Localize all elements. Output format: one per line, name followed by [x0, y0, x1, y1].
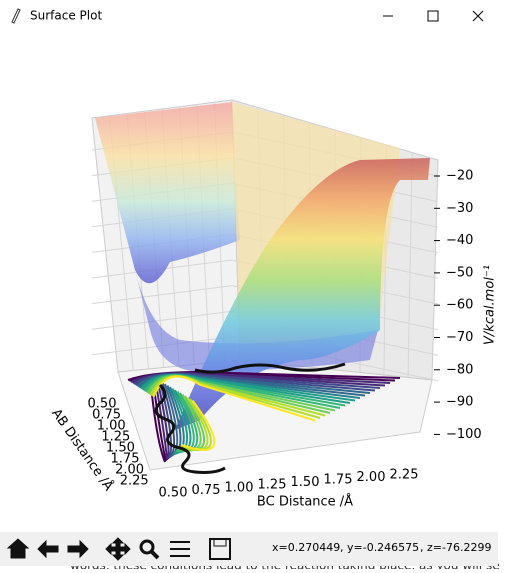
home-button[interactable]: [6, 538, 30, 559]
contour: [156, 379, 170, 460]
status-x: x=0.270449: [272, 541, 340, 554]
back-button[interactable]: [37, 539, 59, 559]
zoom-handle: [149, 549, 160, 560]
z-tick-label: −50: [446, 265, 473, 280]
configure-button[interactable]: [170, 541, 190, 557]
surface-ridge: [175, 158, 430, 430]
pan-button[interactable]: [105, 537, 131, 561]
z-tick-label: −70: [446, 330, 473, 345]
bc-tick-label: 1.00: [225, 480, 254, 495]
z-tick-label: −60: [446, 298, 473, 313]
save-icon-detail: [213, 538, 227, 547]
contour: [181, 399, 216, 451]
z-axis-label: V/kcal.mol⁻¹: [483, 265, 498, 345]
maximize-button[interactable]: [427, 10, 439, 22]
bc-tick-label: 0.50: [159, 486, 188, 501]
ab-tick-label: 0.50: [88, 397, 117, 412]
close-button[interactable]: [472, 10, 484, 22]
grid-line: [407, 152, 413, 378]
bc-tick-label: 1.25: [258, 478, 287, 493]
ab-tick-label: 2.25: [120, 474, 149, 489]
zoom-button[interactable]: [139, 539, 155, 555]
trajectory: [154, 362, 346, 474]
app-icon: [11, 8, 21, 24]
z-tick-label: −30: [446, 201, 473, 216]
z-tick-label: −40: [446, 233, 473, 248]
status-z: , z=-76.2299: [420, 541, 491, 554]
forward-button[interactable]: [67, 539, 89, 559]
ab-tick-label: 1.50: [106, 441, 135, 456]
z-tick-label: −80: [446, 362, 473, 377]
bc-tick-label: 0.75: [192, 483, 221, 498]
contour: [152, 375, 316, 422]
ab-tick-label: 1.75: [111, 452, 140, 467]
z-tick-label: −100: [446, 427, 482, 442]
background-page: [498, 0, 506, 569]
bc-tick-label: 2.25: [390, 467, 419, 482]
contour-lines: [127, 370, 401, 463]
grid-line: [91, 285, 233, 305]
status-y: , y=-0.246575: [340, 541, 419, 554]
surface-wall: [95, 102, 240, 284]
bc-axis-label: BC Distance /Å: [257, 494, 353, 510]
ab-tick-label: 0.75: [92, 408, 121, 423]
ab-tick-label: 1.25: [101, 430, 130, 445]
bc-tick-label: 1.50: [291, 475, 320, 490]
bc-tick-label: 1.75: [324, 473, 353, 488]
axes: −20−30−40−50−60−70−80−90−1000.500.751.00…: [88, 169, 482, 501]
z-tick-label: −20: [446, 169, 473, 184]
ab-tick-label: 2.00: [115, 463, 144, 478]
window-title: Surface Plot: [30, 9, 102, 23]
title-bar: [0, 0, 498, 32]
bc-tick-label: 2.00: [357, 470, 386, 485]
grid-line: [91, 310, 233, 330]
z-tick-label: −90: [446, 395, 473, 410]
ab-tick-label: 1.00: [97, 419, 126, 434]
